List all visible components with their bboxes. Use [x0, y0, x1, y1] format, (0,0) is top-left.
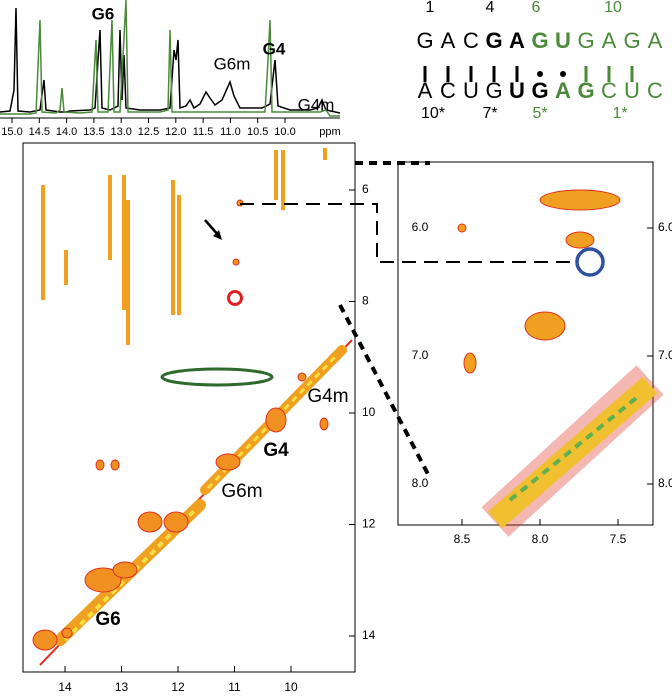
- base: A: [418, 78, 433, 103]
- peak-label: G4: [263, 39, 286, 58]
- base: C: [601, 78, 617, 103]
- pair-dot: [537, 71, 543, 77]
- base: G: [485, 78, 502, 103]
- pair-marks: [423, 66, 519, 82]
- base: A: [509, 28, 525, 53]
- peak-label: G4m: [307, 386, 348, 407]
- peak-label: G6: [92, 4, 115, 23]
- x-tick-label: 11.5: [193, 126, 214, 138]
- residue-number: 7*: [482, 105, 497, 122]
- x-tick-label: 10.0: [274, 126, 295, 138]
- residue-number: 5*: [532, 105, 547, 122]
- residue-number: 1*: [612, 105, 627, 122]
- x-tick-label: 10: [284, 680, 298, 694]
- x-tick-label: 10.5: [247, 126, 268, 138]
- bracket: [240, 203, 577, 263]
- y-tick-label: 6: [362, 182, 369, 196]
- y-tick-label: 7.0: [412, 348, 429, 362]
- residue-number: 10: [604, 0, 622, 16]
- y-tick-label: 10: [362, 405, 376, 419]
- y-tick-label: 7.0: [658, 348, 672, 362]
- x-tick-label: 12.5: [138, 126, 159, 138]
- trace-green: [0, 0, 340, 117]
- base: G: [577, 28, 594, 53]
- base: A: [648, 28, 663, 53]
- peak-label: G4: [263, 440, 289, 461]
- x-tick-label: 13.5: [83, 126, 104, 138]
- x-tick-label: 8.0: [532, 532, 549, 546]
- base: G: [623, 28, 640, 53]
- inset-contours: [457, 189, 664, 537]
- x-tick-label: 14.0: [56, 126, 77, 138]
- base: U: [624, 78, 640, 103]
- base: G: [577, 78, 594, 103]
- peak-label: G4m: [298, 95, 335, 114]
- y-tick-label: 12: [362, 517, 376, 531]
- y-tick-label: 6.0: [658, 220, 672, 234]
- base: G: [416, 28, 433, 53]
- peak-label: G6: [95, 609, 120, 630]
- base: C: [463, 28, 479, 53]
- x-tick-label: 7.5: [610, 532, 627, 546]
- base: A: [602, 28, 617, 53]
- base: U: [509, 78, 525, 103]
- arrow-head: [213, 230, 222, 240]
- y-tick-label: 8.0: [412, 476, 429, 490]
- y-tick-label: 8.0: [658, 476, 672, 490]
- base: A: [555, 78, 571, 103]
- base: G: [485, 28, 502, 53]
- residue-number: 10*: [421, 105, 445, 122]
- peak-label: G6m: [214, 54, 251, 73]
- pair-marks-green: [584, 66, 634, 82]
- base: U: [463, 78, 479, 103]
- contours: [32, 148, 353, 666]
- x-tick-label: 14: [58, 680, 72, 694]
- base: C: [647, 78, 663, 103]
- x-tick-label: 12: [171, 680, 185, 694]
- residue-number: 4: [486, 0, 495, 16]
- residue-number: 6: [532, 0, 541, 16]
- y-tick-label: 6.0: [412, 220, 429, 234]
- base: U: [555, 28, 571, 53]
- base: C: [440, 78, 456, 103]
- x-tick-label: 13.0: [110, 126, 131, 138]
- x-tick-label: 11: [228, 680, 241, 694]
- base: G: [531, 78, 548, 103]
- x-tick-label: 8.5: [454, 532, 471, 546]
- peak-label: G6m: [221, 481, 262, 502]
- base: G: [531, 28, 548, 53]
- base: A: [441, 28, 456, 53]
- blue-circle: [575, 247, 605, 277]
- pair-dot: [560, 71, 566, 77]
- y-tick-label: 14: [362, 628, 376, 642]
- x-tick-label: 15.0: [1, 126, 22, 138]
- zoom-line: [338, 304, 432, 479]
- inset-panel: [397, 161, 654, 526]
- y-tick-label: 8: [362, 294, 369, 308]
- red-circle: [227, 290, 243, 306]
- x-tick-label: 13: [115, 680, 129, 694]
- panel-2d: [22, 142, 356, 673]
- unit-label: ppm: [319, 126, 340, 138]
- x-tick-label: 14.5: [29, 126, 50, 138]
- residue-number: 1: [426, 0, 435, 16]
- x-tick-label: 11.0: [220, 126, 241, 138]
- x-tick-label: 12.0: [165, 126, 186, 138]
- green-ellipse: [160, 367, 274, 387]
